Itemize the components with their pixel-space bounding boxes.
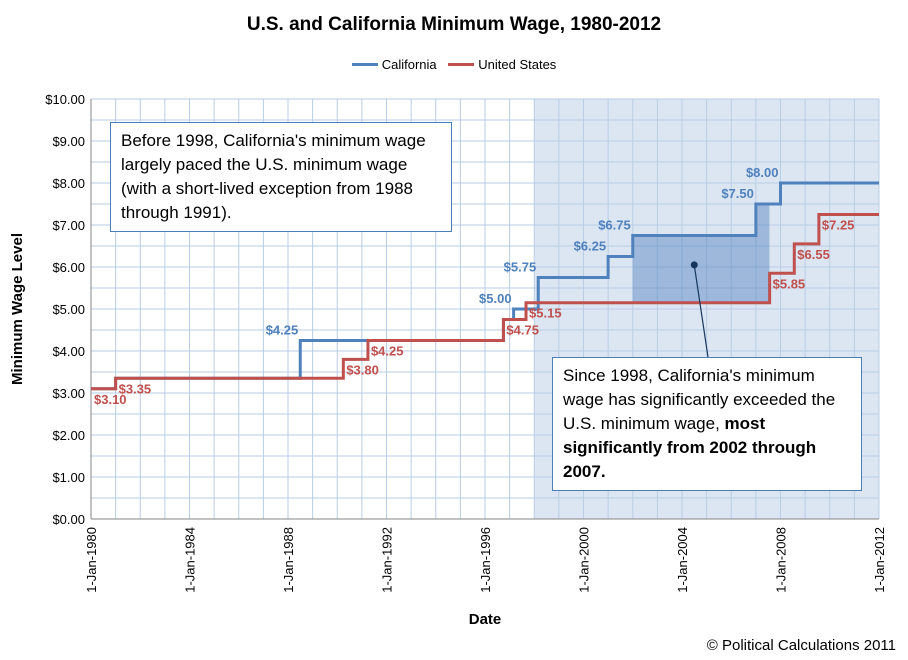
highlight-area	[632, 204, 770, 303]
x-tick-label: 1-Jan-1996	[478, 527, 493, 593]
data-label: $3.10	[94, 392, 127, 407]
data-label: $6.25	[574, 239, 607, 254]
data-label: $7.50	[721, 186, 754, 201]
callout-line	[693, 264, 709, 358]
x-tick-label: 1-Jan-2008	[774, 527, 789, 593]
series-line-california	[91, 181, 879, 391]
data-label: $8.00	[746, 165, 779, 180]
data-label: $5.15	[529, 306, 562, 321]
y-axis-title: Minimum Wage Level	[9, 233, 26, 385]
y-tick-label: $10.00	[45, 92, 85, 107]
data-label: $3.80	[346, 362, 379, 377]
data-label: $5.85	[773, 276, 806, 291]
annotation-text: Since 1998, California's minimum wage ha…	[563, 366, 836, 433]
y-tick-label: $3.00	[52, 386, 85, 401]
series-line-us	[91, 213, 879, 391]
x-axis-title: Date	[469, 611, 502, 628]
y-tick-label: $0.00	[52, 512, 85, 527]
legend-us: United States	[448, 57, 556, 72]
x-tick-label: 1-Jan-1988	[281, 527, 296, 593]
data-label: $4.75	[506, 323, 539, 338]
data-label: $5.00	[479, 291, 512, 306]
legend-california: California	[351, 57, 437, 72]
y-tick-label: $4.00	[52, 344, 85, 359]
annotation-since-1998: Since 1998, California's minimum wage ha…	[552, 357, 862, 491]
chart-title: U.S. and California Minimum Wage, 1980-2…	[246, 14, 662, 35]
y-tick-label: $6.00	[52, 260, 85, 275]
legend-label: United States	[478, 57, 557, 72]
x-tick-label: 1-Jan-2004	[675, 527, 690, 593]
callout-dot	[690, 261, 698, 269]
data-label: $5.75	[504, 260, 537, 275]
legend-label: California	[381, 57, 437, 72]
y-tick-label: $2.00	[52, 428, 85, 443]
data-label: $6.55	[797, 247, 830, 262]
data-label: $6.75	[598, 218, 631, 233]
y-tick-label: $8.00	[52, 176, 85, 191]
x-tick-label: 1-Jan-2012	[872, 527, 887, 593]
annotation-before-1998: Before 1998, California's minimum wage l…	[110, 122, 452, 232]
y-tick-label: $9.00	[52, 134, 85, 149]
y-tick-label: $5.00	[52, 302, 85, 317]
x-tick-label: 1-Jan-1984	[183, 527, 198, 593]
x-tick-label: 1-Jan-2000	[577, 527, 592, 593]
x-tick-label: 1-Jan-1992	[380, 527, 395, 593]
annotation-bold-text: most significantly from 2002 through 200…	[563, 414, 817, 481]
data-label: $4.25	[266, 323, 299, 338]
data-label: $4.25	[371, 344, 404, 359]
data-label: $3.35	[119, 381, 152, 396]
legend: California United States	[0, 54, 908, 72]
y-tick-label: $7.00	[52, 218, 85, 233]
x-tick-label: 1-Jan-1980	[84, 527, 99, 593]
copyright: © Political Calculations 2011	[706, 637, 896, 654]
y-tick-label: $1.00	[52, 470, 85, 485]
data-label: $7.25	[822, 218, 855, 233]
